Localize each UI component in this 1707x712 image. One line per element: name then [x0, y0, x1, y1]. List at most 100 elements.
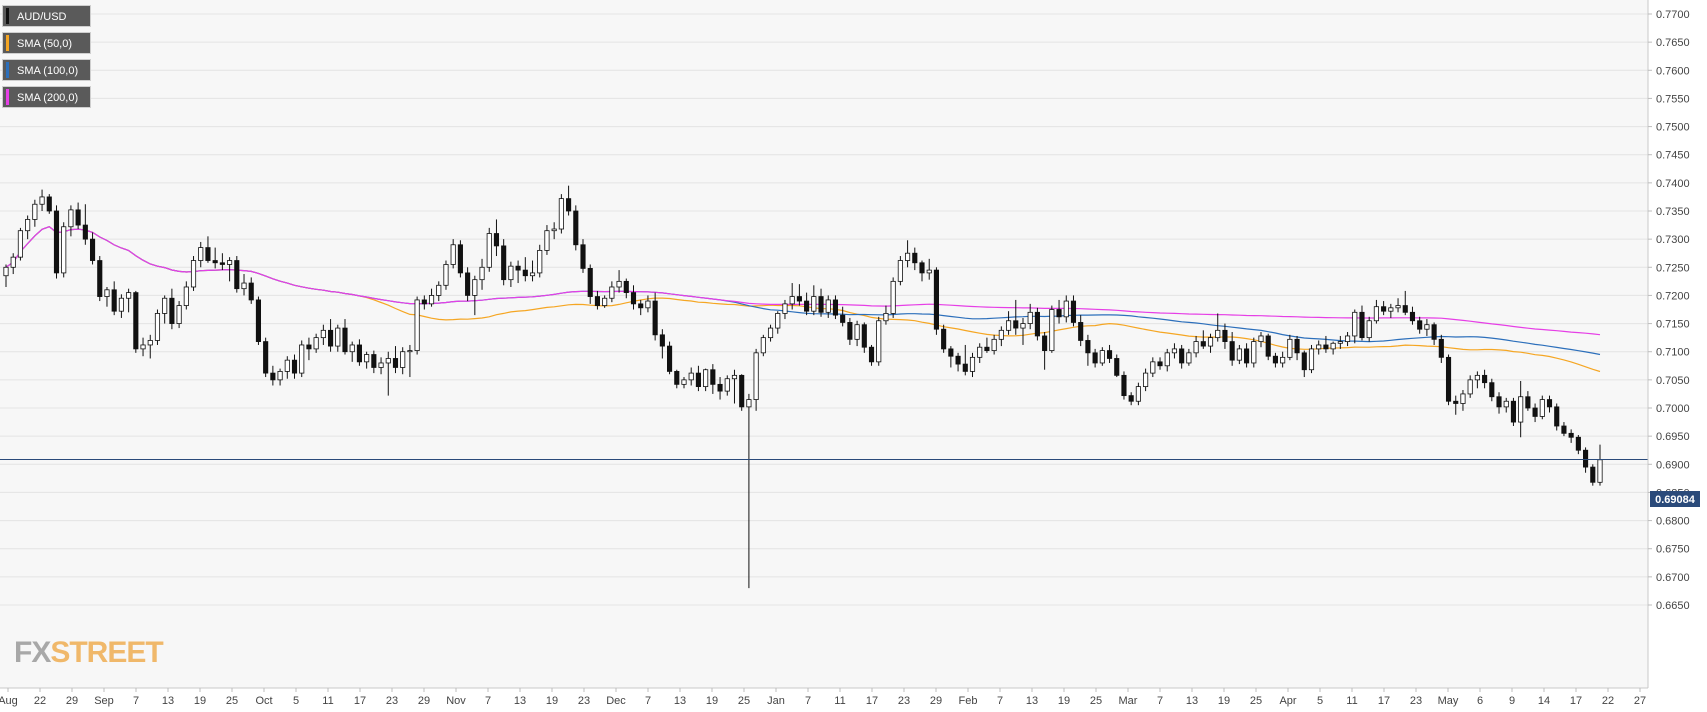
- candle-body-down: [133, 292, 139, 350]
- candle: [1323, 335, 1329, 353]
- candle-body-down: [1546, 399, 1553, 408]
- x-tick-label: Apr: [1279, 695, 1296, 707]
- candle-body-down: [1301, 352, 1307, 371]
- candle-body-down: [1078, 322, 1084, 341]
- candle: [558, 194, 564, 234]
- candle: [775, 311, 781, 334]
- candle: [804, 292, 810, 316]
- candle: [623, 278, 629, 299]
- candle: [349, 341, 355, 362]
- candle-body-down: [46, 196, 52, 212]
- x-tick-label: 7: [997, 695, 1003, 707]
- candle-body-up: [335, 327, 341, 347]
- candle: [1272, 352, 1278, 368]
- candle-body-up: [364, 354, 370, 363]
- candle-body-up: [825, 299, 831, 313]
- candle: [97, 256, 103, 302]
- candle-body-up: [385, 358, 391, 364]
- candle: [984, 337, 990, 353]
- candle-body-up: [400, 351, 406, 368]
- candle: [1503, 397, 1509, 413]
- x-tick-label: May: [1438, 695, 1459, 707]
- candle: [1330, 341, 1336, 355]
- candle-body-up: [284, 359, 290, 372]
- candle-body-up: [998, 329, 1004, 340]
- candle-body-down: [421, 299, 427, 305]
- y-tick-label: 0.6650: [1656, 600, 1690, 612]
- candle: [1453, 395, 1459, 415]
- candle: [1438, 334, 1444, 363]
- candle-body-up: [61, 226, 67, 274]
- candle: [1244, 343, 1250, 368]
- candle-body-down: [1453, 400, 1459, 404]
- candle-body-up: [969, 356, 976, 372]
- candle: [1489, 378, 1495, 402]
- candle-body-up: [529, 272, 536, 277]
- candle-body-up: [991, 338, 997, 351]
- candle-body-up: [1236, 348, 1242, 361]
- y-tick-label: 0.7150: [1656, 319, 1690, 331]
- candle: [573, 205, 579, 251]
- candle: [1258, 332, 1264, 348]
- x-tick-label: 7: [1157, 695, 1163, 707]
- candle-body-up: [1251, 341, 1257, 364]
- candle: [1186, 348, 1192, 366]
- candle-body-up: [436, 284, 442, 296]
- legend-item-sma50[interactable]: SMA (50,0): [2, 32, 92, 54]
- candle: [1417, 316, 1423, 334]
- candle: [1078, 315, 1084, 347]
- candle: [1301, 350, 1307, 378]
- candle-body-down: [1510, 400, 1517, 423]
- candle-body-down: [580, 244, 586, 269]
- legend-item-audusd[interactable]: AUD/USD: [2, 5, 92, 27]
- candle-body-up: [313, 337, 319, 350]
- candle: [955, 352, 961, 372]
- candle: [1200, 330, 1206, 349]
- candle: [126, 288, 132, 313]
- candle: [335, 324, 341, 352]
- sma-200-line: [5, 226, 1601, 336]
- candle: [1575, 435, 1581, 455]
- candle-body-down: [638, 303, 644, 309]
- candle: [609, 281, 615, 303]
- candle: [941, 324, 947, 353]
- legend-item-sma200[interactable]: SMA (200,0): [2, 86, 92, 108]
- candle-body-down: [594, 296, 601, 306]
- candle: [25, 215, 31, 240]
- candle: [428, 288, 435, 307]
- fxstreet-logo: FXSTREET: [14, 638, 164, 668]
- candle: [840, 306, 846, 327]
- candle-body-down: [1583, 449, 1589, 468]
- candle: [739, 374, 745, 411]
- candle-body-down: [53, 210, 60, 274]
- candle: [328, 319, 334, 352]
- candle: [1143, 368, 1149, 392]
- candle: [1150, 357, 1156, 378]
- candle-body-up: [486, 233, 492, 268]
- y-tick-label: 0.7650: [1656, 37, 1690, 49]
- candle: [825, 295, 831, 318]
- candle-body-down: [962, 363, 968, 372]
- x-tick-label: Oct: [255, 695, 272, 707]
- x-tick-label: Feb: [959, 695, 978, 707]
- candle-body-up: [782, 303, 788, 314]
- legend-item-sma100[interactable]: SMA (100,0): [2, 59, 92, 81]
- x-tick-label: 6: [1477, 695, 1483, 707]
- candle-body-down: [739, 374, 745, 408]
- y-tick-label: 0.7000: [1656, 403, 1690, 415]
- candle: [89, 232, 96, 265]
- candle: [659, 329, 665, 359]
- candle-body-up: [724, 378, 730, 392]
- candle-body-up: [1099, 350, 1105, 364]
- candle: [1251, 337, 1257, 368]
- x-tick-label: 11: [834, 695, 845, 707]
- candle: [977, 343, 983, 363]
- x-tick-label: Nov: [446, 695, 466, 707]
- candle-body-down: [587, 268, 593, 297]
- candle: [1467, 375, 1473, 398]
- candle-body-up: [1352, 311, 1358, 337]
- candle: [1373, 299, 1379, 324]
- candle: [1539, 395, 1545, 420]
- x-tick-label: 17: [866, 695, 878, 707]
